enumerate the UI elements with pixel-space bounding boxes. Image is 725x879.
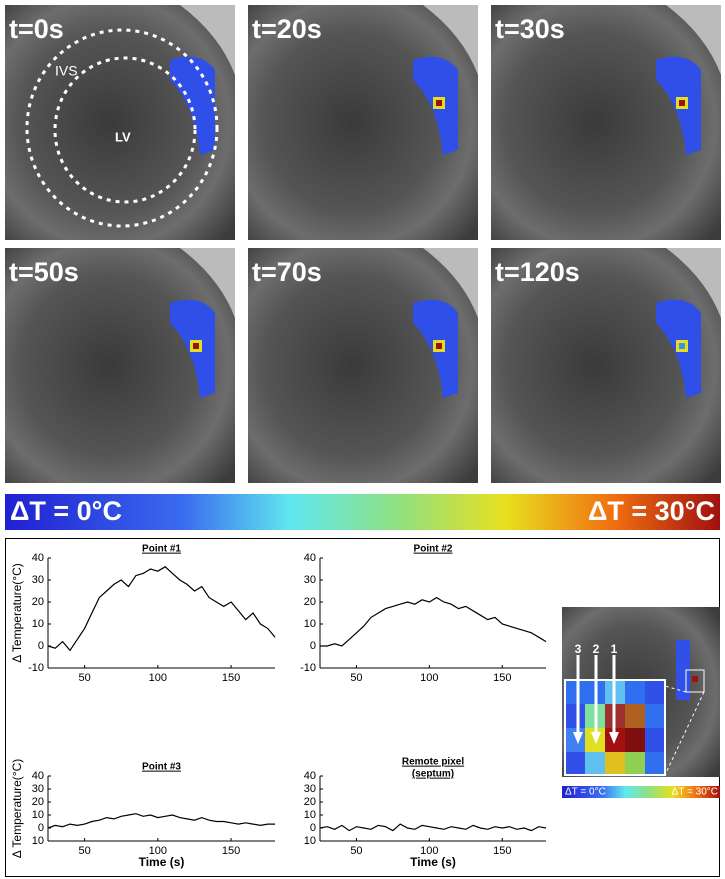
inset-pixel [605,752,625,776]
data-line [319,823,547,832]
hot-core [436,343,442,349]
hot-core [679,343,685,349]
y-tick-label: -10 [28,662,44,674]
hot-core [193,343,199,349]
y-tick-label: 30 [32,783,44,795]
inset-colorbar-low: ΔT = 0°C [565,787,606,798]
y-axis-label: Δ Temperature(°C) [10,759,24,859]
y-tick-label: 10 [304,809,316,821]
inset-pixel [585,752,605,776]
colorbar-high: ΔT = 30°C [588,496,715,526]
x-tick-label: 100 [149,845,167,857]
y-tick-label: 30 [304,574,316,586]
y-tick-label: -10 [300,662,316,674]
data-line [47,813,275,829]
inset-pixel [645,728,665,752]
y-tick-label: 40 [32,770,44,782]
x-tick-label: 50 [78,672,90,684]
bright-corner [423,5,478,75]
y-tick-label: 0 [310,822,316,834]
data-line [320,596,547,647]
y-tick-label: 10 [32,618,44,630]
bright-corner [666,248,721,318]
x-axis-label: Time (s) [410,855,456,869]
x-axis-label: Time (s) [139,855,185,869]
chart-title: Point #2 [414,544,453,555]
x-tick-label: 150 [493,672,511,684]
bright-corner [423,248,478,318]
chart-subtitle: (septum) [412,769,454,780]
inset-pixel [645,680,665,704]
chart-title: Point #3 [142,762,181,773]
y-tick-label: 20 [304,796,316,808]
inset-pixel [565,704,585,728]
x-tick-label: 150 [493,845,511,857]
point-label: 1 [611,642,618,656]
arrowhead [609,732,619,744]
inset-pixel [565,728,585,752]
y-tick-label: 20 [32,796,44,808]
hot-core [679,100,685,106]
hot-core [436,100,442,106]
panel-label: t=0s [9,14,64,44]
panel-label: t=50s [9,257,79,287]
x-tick-label: 100 [149,672,167,684]
heat-region [170,56,215,155]
colorbar-low: ΔT = 0°C [10,496,122,526]
x-tick-label: 50 [350,672,362,684]
x-tick-label: 50 [350,845,362,857]
inset-pixel [625,704,645,728]
inset-pixel [565,752,585,776]
inset-pixel [625,680,645,704]
y-tick-label: 0 [38,640,44,652]
panel-label: t=120s [495,257,580,287]
bright-corner [666,5,721,75]
y-tick-label: 30 [32,574,44,586]
inset-pixel [625,752,645,776]
inset-pixel [625,728,645,752]
arrowhead [591,732,601,744]
inset-pixel [565,680,585,704]
y-tick-label: 40 [304,552,316,564]
point-label: 3 [575,642,582,656]
bright-corner [180,248,235,318]
inset [562,607,720,798]
outer-contour [25,28,219,228]
y-tick-label: 40 [304,770,316,782]
data-line [47,566,276,652]
lv-label: LV [115,129,131,144]
arrowhead [573,732,583,744]
inset-pixel [645,752,665,776]
y-tick-label: 10 [32,835,44,847]
x-tick-label: 50 [78,845,90,857]
y-tick-label: 10 [32,809,44,821]
panel-label: t=20s [252,14,322,44]
y-tick-label: 0 [38,822,44,834]
x-tick-label: 150 [222,845,240,857]
inset-colorbar-high: ΔT = 30°C [672,787,718,798]
x-tick-label: 150 [222,672,240,684]
inner-contour [53,56,197,204]
x-tick-label: 100 [420,672,438,684]
y-tick-label: 10 [304,618,316,630]
ivs-label: IVS [55,63,78,79]
bright-corner [180,5,235,75]
colorbar [5,494,720,530]
y-tick-label: 20 [304,596,316,608]
panel-label: t=30s [495,14,565,44]
chart-title: Point #1 [142,544,181,555]
panel-label: t=70s [252,257,322,287]
y-axis-label: Δ Temperature(°C) [10,563,24,663]
y-tick-label: 0 [310,640,316,652]
chart-title: Remote pixel [402,757,464,768]
y-tick-label: 20 [32,596,44,608]
inset-pixel [645,704,665,728]
y-tick-label: 40 [32,552,44,564]
y-tick-label: 30 [304,783,316,795]
point-label: 2 [593,642,600,656]
y-tick-label: 10 [304,835,316,847]
x-tick-label: 100 [420,845,438,857]
